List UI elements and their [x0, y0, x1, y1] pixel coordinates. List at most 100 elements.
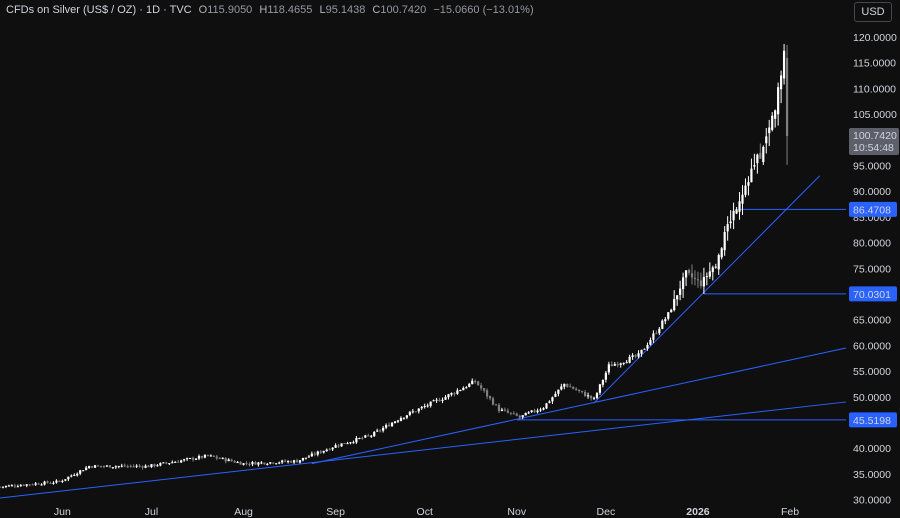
candle — [206, 454, 209, 457]
candle-body — [506, 410, 509, 413]
candle — [655, 330, 658, 335]
candle-body — [483, 388, 486, 391]
candle — [658, 326, 661, 336]
candle — [554, 391, 557, 398]
candle — [108, 465, 111, 468]
candle-body — [456, 390, 459, 394]
candle — [690, 264, 694, 285]
candle-body — [497, 404, 501, 412]
candle — [7, 484, 11, 487]
candle-body — [441, 399, 444, 401]
trendlines-layer — [0, 175, 847, 499]
candle — [756, 153, 759, 174]
candle-body — [236, 462, 239, 464]
candle-body — [679, 288, 682, 295]
candle — [188, 457, 192, 460]
candle — [518, 414, 521, 420]
candle-body — [355, 438, 358, 443]
candle-body — [414, 411, 417, 413]
candle-body — [592, 397, 596, 399]
candle-body — [64, 479, 67, 481]
candle-body — [96, 465, 100, 467]
candle-body — [126, 466, 129, 468]
candle — [646, 342, 649, 351]
candle-body — [272, 462, 275, 464]
candle — [385, 423, 388, 430]
candle-body — [67, 476, 70, 480]
candle — [581, 390, 584, 394]
candle-body — [349, 442, 352, 444]
candle — [88, 465, 91, 469]
candle-body — [82, 470, 85, 472]
low-value: 95.1438 — [325, 4, 366, 16]
time-scale[interactable]: Jun Jul Aug Sep Oct Nov Dec 2026 Feb — [54, 506, 799, 518]
candle-body — [426, 405, 429, 407]
candle-body — [352, 442, 355, 444]
candle-body — [313, 453, 316, 455]
last-price-bg — [849, 127, 899, 155]
candle — [563, 383, 566, 390]
candle — [637, 350, 640, 359]
candle-body — [197, 456, 201, 459]
level-label-text: 70.0301 — [853, 289, 891, 301]
candle-body — [319, 451, 322, 453]
candle-body — [304, 457, 308, 459]
candle-body — [266, 463, 269, 465]
candle — [129, 464, 132, 468]
candle-body — [123, 465, 126, 467]
candle — [120, 463, 123, 468]
candle-body — [785, 58, 789, 136]
candle — [664, 317, 667, 325]
candle — [625, 359, 628, 364]
last-price-value: 100.7420 — [853, 130, 897, 142]
candle — [135, 464, 138, 469]
candle — [480, 383, 483, 391]
candle-body — [524, 412, 527, 416]
candle — [542, 407, 545, 411]
trendline[interactable] — [593, 175, 821, 404]
candle-body — [705, 276, 708, 278]
candle — [465, 386, 468, 389]
price-tick-label: 55.0000 — [853, 366, 891, 378]
price-tick-label: 30.0000 — [853, 495, 891, 507]
candle — [111, 467, 114, 469]
candle — [379, 429, 382, 433]
close-label: C — [372, 4, 381, 16]
candle-body — [545, 403, 548, 409]
time-tick-label: Aug — [234, 506, 253, 518]
symbol-title[interactable]: CFDs on Silver (US$ / OZ) · 1D · TVC — [6, 4, 192, 16]
candle — [566, 383, 569, 388]
candle-body — [429, 401, 432, 406]
candle — [512, 411, 515, 415]
candle — [598, 383, 602, 395]
candle-body — [301, 457, 305, 461]
candle-body — [735, 209, 738, 214]
candle — [545, 403, 548, 410]
price-scale[interactable]: 120.0000115.0000110.0000105.0000100.0000… — [853, 32, 897, 507]
candle-body — [494, 404, 498, 406]
trendline[interactable] — [311, 347, 847, 465]
candle — [168, 463, 171, 466]
candle-body — [465, 387, 468, 389]
candle-body — [649, 340, 652, 345]
candle — [444, 395, 447, 401]
candle — [159, 462, 162, 467]
candle — [337, 443, 340, 449]
candle-body — [200, 456, 204, 458]
candle — [352, 440, 355, 444]
candle-body — [171, 462, 174, 464]
candle — [197, 454, 201, 461]
candle-body — [221, 457, 224, 459]
candle — [569, 383, 572, 388]
candle-body — [390, 422, 394, 427]
candle-body — [607, 364, 610, 373]
candle-body — [31, 484, 34, 486]
trendline[interactable] — [0, 401, 847, 499]
currency-button[interactable]: USD — [854, 2, 892, 22]
candle — [631, 353, 634, 360]
candle-body — [747, 182, 750, 186]
candle-body — [485, 390, 489, 397]
candle — [771, 112, 774, 132]
candle-body — [417, 408, 420, 412]
